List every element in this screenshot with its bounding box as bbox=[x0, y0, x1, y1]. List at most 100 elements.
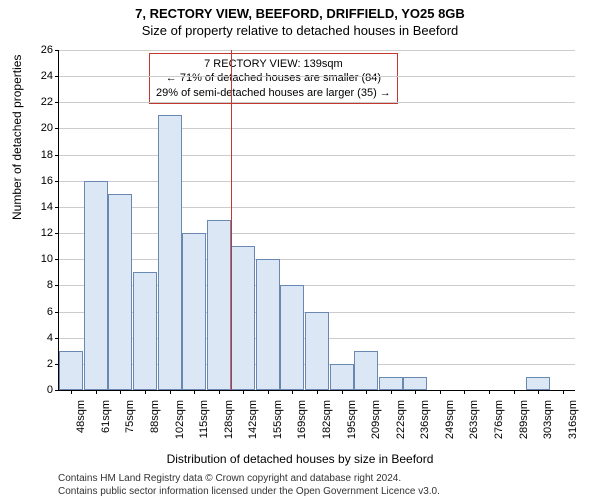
x-tick-label: 75sqm bbox=[124, 400, 136, 433]
histogram-bar bbox=[133, 272, 157, 390]
histogram-bar bbox=[84, 181, 108, 390]
histogram-bar bbox=[305, 312, 329, 390]
y-tick-label: 10 bbox=[41, 253, 53, 265]
footer-attribution: Contains HM Land Registry data © Crown c… bbox=[58, 472, 440, 498]
grid-line bbox=[59, 50, 575, 51]
x-tick-label: 142sqm bbox=[247, 400, 259, 439]
x-tick-label: 195sqm bbox=[346, 400, 358, 439]
y-tick-mark bbox=[55, 50, 59, 51]
x-tick-mark bbox=[342, 390, 343, 394]
y-tick-label: 14 bbox=[41, 201, 53, 213]
x-tick-mark bbox=[489, 390, 490, 394]
x-tick-mark bbox=[563, 390, 564, 394]
y-tick-mark bbox=[55, 102, 59, 103]
x-tick-mark bbox=[120, 390, 121, 394]
x-tick-label: 289sqm bbox=[518, 400, 530, 439]
y-tick-label: 16 bbox=[41, 175, 53, 187]
annotation-line-2: ← 71% of detached houses are smaller (84… bbox=[156, 71, 391, 85]
x-tick-label: 236sqm bbox=[419, 400, 431, 439]
x-tick-mark bbox=[366, 390, 367, 394]
y-tick-mark bbox=[55, 312, 59, 313]
x-tick-mark bbox=[415, 390, 416, 394]
grid-line bbox=[59, 259, 575, 260]
histogram-bar bbox=[354, 351, 378, 390]
x-tick-mark bbox=[170, 390, 171, 394]
x-tick-label: 115sqm bbox=[198, 400, 210, 438]
grid-line bbox=[59, 128, 575, 129]
x-tick-label: 249sqm bbox=[444, 400, 456, 439]
x-tick-label: 303sqm bbox=[542, 400, 554, 439]
x-tick-mark bbox=[440, 390, 441, 394]
y-tick-label: 6 bbox=[47, 306, 53, 318]
y-tick-mark bbox=[55, 155, 59, 156]
y-tick-mark bbox=[55, 285, 59, 286]
histogram-bar bbox=[256, 259, 280, 390]
annotation-line-3: 29% of semi-detached houses are larger (… bbox=[156, 86, 391, 100]
grid-line bbox=[59, 233, 575, 234]
grid-line bbox=[59, 181, 575, 182]
y-tick-label: 18 bbox=[41, 149, 53, 161]
x-tick-label: 209sqm bbox=[370, 400, 382, 439]
histogram-bar bbox=[379, 377, 403, 390]
y-tick-mark bbox=[55, 259, 59, 260]
x-tick-label: 182sqm bbox=[321, 400, 333, 439]
x-tick-mark bbox=[464, 390, 465, 394]
chart-title-sub: Size of property relative to detached ho… bbox=[0, 23, 600, 38]
x-tick-mark bbox=[268, 390, 269, 394]
y-tick-label: 0 bbox=[47, 384, 53, 396]
x-tick-label: 61sqm bbox=[100, 400, 112, 433]
x-tick-mark bbox=[194, 390, 195, 394]
histogram-bar bbox=[59, 351, 83, 390]
y-tick-mark bbox=[55, 338, 59, 339]
x-tick-label: 169sqm bbox=[296, 400, 308, 439]
grid-line bbox=[59, 76, 575, 77]
x-tick-label: 88sqm bbox=[149, 400, 161, 433]
y-tick-mark bbox=[55, 76, 59, 77]
reference-marker-line bbox=[231, 50, 232, 390]
histogram-bar bbox=[207, 220, 231, 390]
x-tick-mark bbox=[96, 390, 97, 394]
y-tick-label: 20 bbox=[41, 122, 53, 134]
x-axis-label: Distribution of detached houses by size … bbox=[0, 452, 600, 466]
y-tick-label: 24 bbox=[41, 70, 53, 82]
y-tick-label: 2 bbox=[47, 358, 53, 370]
histogram-bar bbox=[182, 233, 206, 390]
y-tick-label: 12 bbox=[41, 227, 53, 239]
grid-line bbox=[59, 102, 575, 103]
chart-title-main: 7, RECTORY VIEW, BEEFORD, DRIFFIELD, YO2… bbox=[0, 6, 600, 21]
histogram-bar bbox=[158, 115, 182, 390]
y-tick-label: 4 bbox=[47, 332, 53, 344]
y-tick-mark bbox=[55, 128, 59, 129]
x-tick-mark bbox=[71, 390, 72, 394]
x-tick-label: 128sqm bbox=[223, 400, 235, 439]
x-tick-label: 316sqm bbox=[567, 400, 579, 439]
x-tick-mark bbox=[243, 390, 244, 394]
histogram-bar bbox=[526, 377, 550, 390]
x-tick-label: 155sqm bbox=[272, 400, 284, 439]
x-tick-mark bbox=[292, 390, 293, 394]
annotation-line-1: 7 RECTORY VIEW: 139sqm bbox=[156, 57, 391, 71]
y-tick-mark bbox=[55, 207, 59, 208]
histogram-bar bbox=[403, 377, 427, 390]
histogram-bar bbox=[108, 194, 132, 390]
chart-plot-area: 7 RECTORY VIEW: 139sqm ← 71% of detached… bbox=[58, 50, 575, 391]
histogram-bar bbox=[231, 246, 255, 390]
x-tick-label: 222sqm bbox=[395, 400, 407, 439]
y-tick-mark bbox=[55, 181, 59, 182]
x-tick-label: 102sqm bbox=[174, 400, 186, 439]
x-tick-label: 276sqm bbox=[493, 400, 505, 439]
grid-line bbox=[59, 155, 575, 156]
y-tick-mark bbox=[55, 390, 59, 391]
grid-line bbox=[59, 207, 575, 208]
y-tick-label: 8 bbox=[47, 279, 53, 291]
x-tick-mark bbox=[391, 390, 392, 394]
y-axis-label: Number of detached properties bbox=[10, 55, 24, 220]
x-tick-mark bbox=[317, 390, 318, 394]
histogram-bar bbox=[330, 364, 354, 390]
x-tick-mark bbox=[145, 390, 146, 394]
annotation-box: 7 RECTORY VIEW: 139sqm ← 71% of detached… bbox=[149, 53, 398, 104]
x-tick-label: 263sqm bbox=[468, 400, 480, 439]
y-tick-label: 26 bbox=[41, 44, 53, 56]
x-tick-mark bbox=[514, 390, 515, 394]
x-tick-mark bbox=[538, 390, 539, 394]
